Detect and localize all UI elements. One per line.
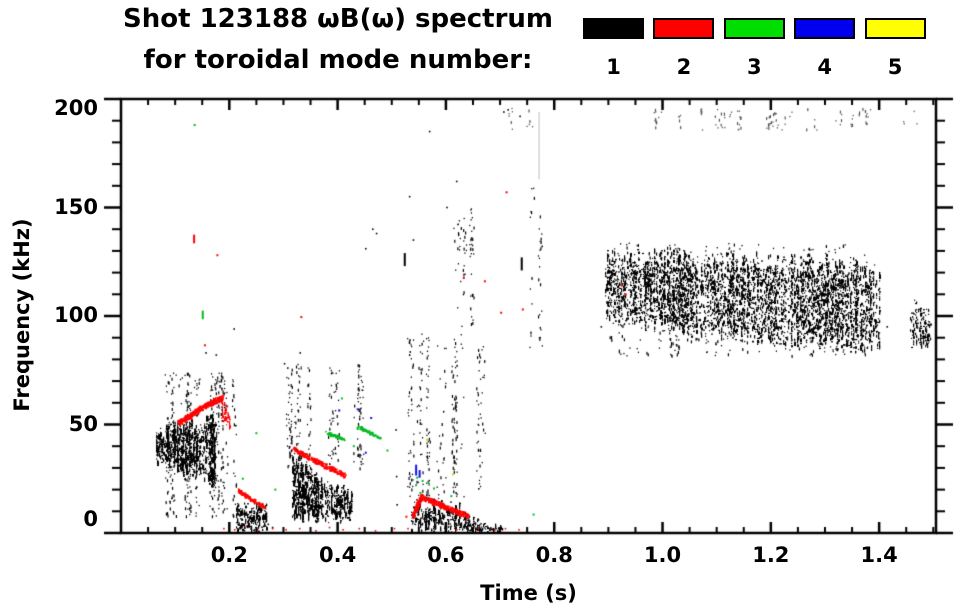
x-tick-label: 1.2 bbox=[752, 543, 790, 567]
legend-swatch-mode-3 bbox=[723, 18, 785, 39]
legend-swatch-mode-1 bbox=[583, 18, 644, 39]
legend-label-mode-2: 2 bbox=[676, 55, 692, 79]
figure-title: Shot 123188 ωB(ω) spectrum bbox=[123, 4, 553, 34]
x-tick-label: 1.0 bbox=[643, 543, 682, 567]
y-tick-label: 150 bbox=[54, 194, 98, 219]
legend-swatch-mode-5 bbox=[864, 18, 926, 39]
y-tick-label: 0 bbox=[83, 507, 98, 531]
x-axis-title: Time (s) bbox=[480, 581, 577, 605]
y-tick-label: 50 bbox=[68, 411, 98, 436]
y-tick-label: 100 bbox=[54, 303, 98, 327]
y-tick-label: 200 bbox=[54, 96, 98, 120]
x-tick-label: 0.4 bbox=[319, 543, 357, 567]
x-tick-label: 1.4 bbox=[860, 543, 898, 567]
x-tick-label: 0.6 bbox=[427, 543, 465, 567]
legend-label-mode-1: 1 bbox=[606, 55, 621, 79]
legend-label-mode-3: 3 bbox=[746, 55, 762, 79]
x-tick-label: 0.2 bbox=[210, 543, 248, 567]
legend-label-mode-5: 5 bbox=[887, 55, 903, 79]
x-tick-label: 0.8 bbox=[535, 543, 573, 567]
figure-subtitle: for toroidal mode number: bbox=[143, 45, 533, 75]
y-axis-title: Frequency (kHz) bbox=[10, 218, 34, 412]
legend-label-mode-4: 4 bbox=[817, 55, 832, 79]
legend-swatch-mode-4 bbox=[794, 18, 856, 39]
legend-swatch-mode-2 bbox=[653, 18, 715, 39]
